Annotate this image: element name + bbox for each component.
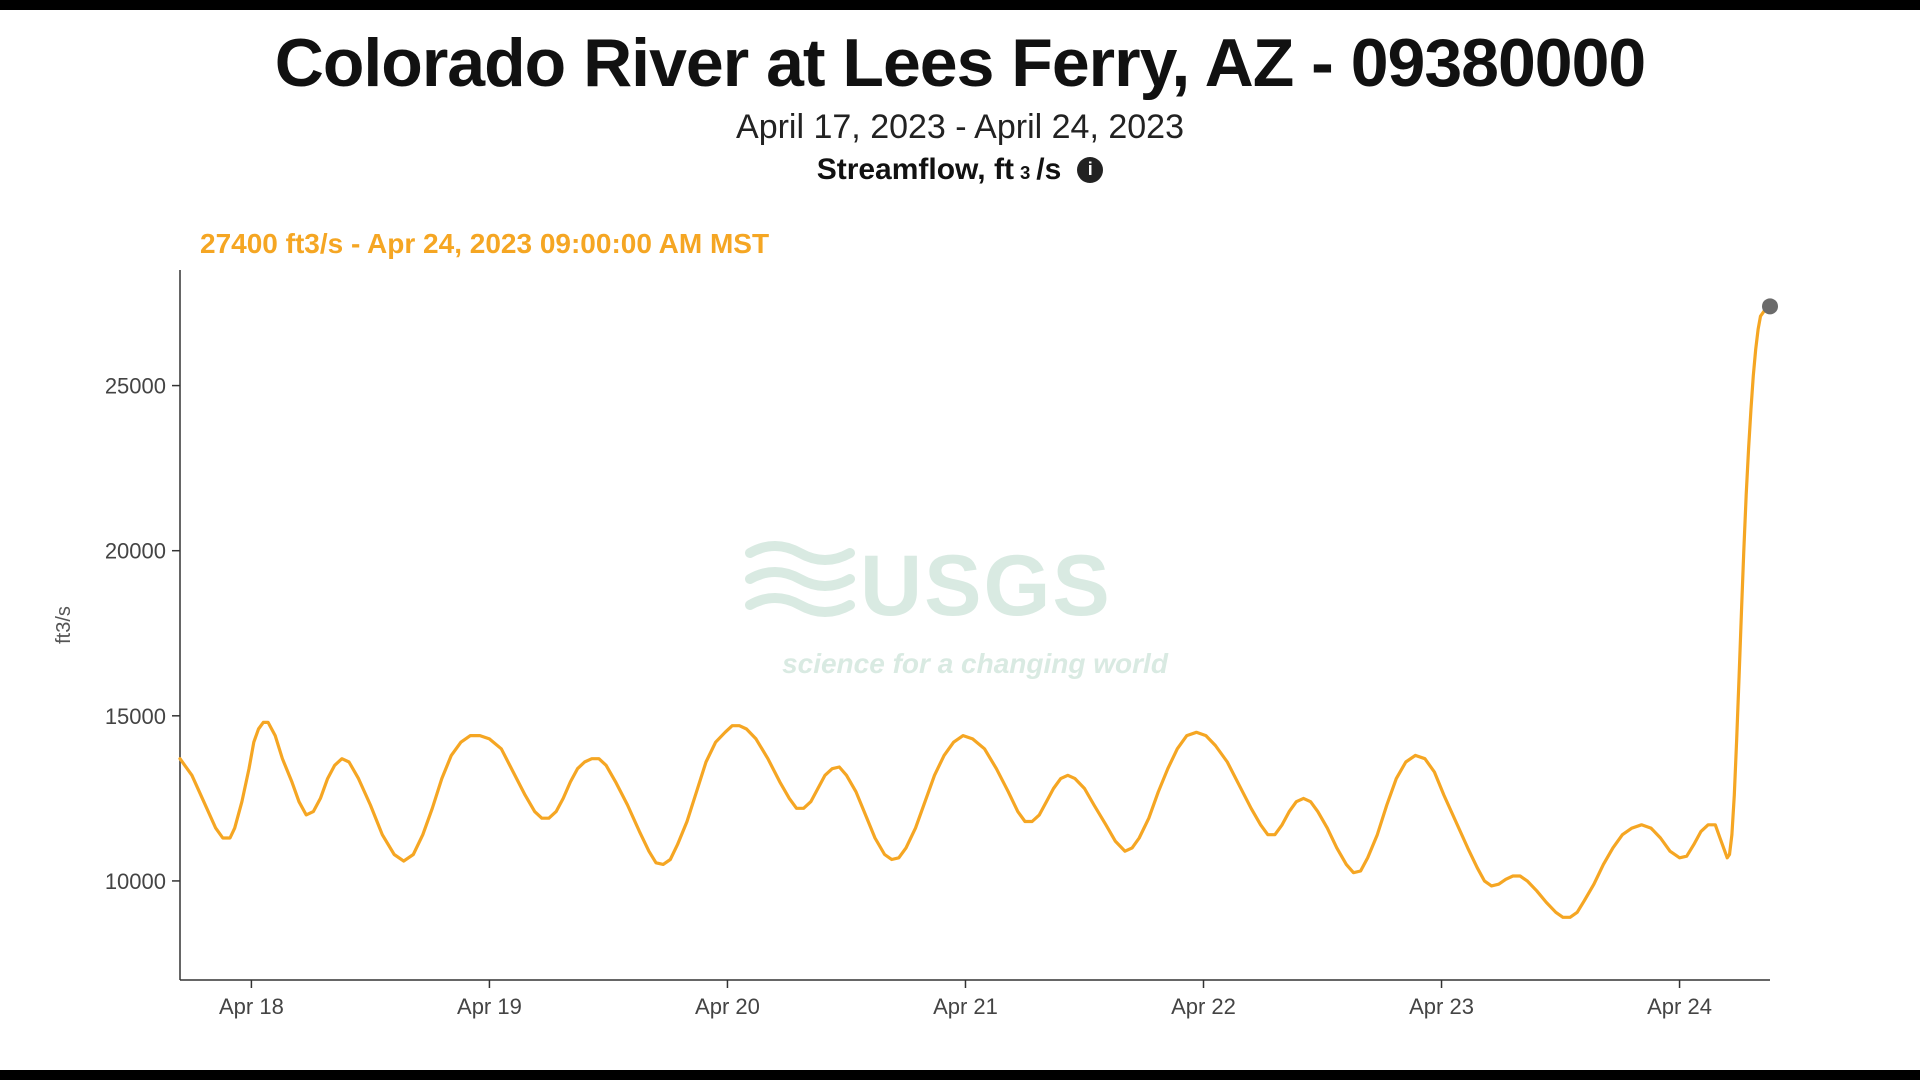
y-tick-label: 10000 xyxy=(105,869,166,894)
y-tick-label: 20000 xyxy=(105,539,166,564)
watermark-main: USGS xyxy=(860,538,1112,634)
x-tick-label: Apr 19 xyxy=(457,994,522,1019)
metric-prefix: Streamflow, ft xyxy=(817,153,1014,187)
x-tick-label: Apr 24 xyxy=(1647,994,1712,1019)
line-chart-svg: USGS science for a changing world 10000 150… xyxy=(30,260,1880,1050)
x-tick-label: Apr 23 xyxy=(1409,994,1474,1019)
x-tick-label: Apr 22 xyxy=(1171,994,1236,1019)
y-tick-label: 15000 xyxy=(105,704,166,729)
x-tick-label: Apr 21 xyxy=(933,994,998,1019)
latest-point-marker xyxy=(1762,298,1778,314)
metric-suffix: /s xyxy=(1036,153,1061,187)
y-tick-label: 25000 xyxy=(105,374,166,399)
main-title: Colorado River at Lees Ferry, AZ - 09380… xyxy=(0,24,1920,102)
x-tick-label: Apr 18 xyxy=(219,994,284,1019)
watermark-wave-icon xyxy=(750,598,850,612)
chart-area: USGS science for a changing world 10000 150… xyxy=(30,260,1880,1050)
x-tick-label: Apr 20 xyxy=(695,994,760,1019)
info-icon[interactable]: i xyxy=(1077,157,1103,183)
metric-super: 3 xyxy=(1020,162,1030,184)
metric-label: Streamflow, ft 3/s i xyxy=(817,153,1104,187)
watermark-wave-icon xyxy=(750,546,850,560)
watermark-wave-icon xyxy=(750,572,850,586)
watermark-sub: science for a changing world xyxy=(782,648,1169,679)
titles-block: Colorado River at Lees Ferry, AZ - 09380… xyxy=(0,10,1920,187)
date-range: April 17, 2023 - April 24, 2023 xyxy=(0,108,1920,147)
y-axis-title: ft3/s xyxy=(53,606,75,644)
chart-frame: Colorado River at Lees Ferry, AZ - 09380… xyxy=(0,10,1920,1070)
current-reading-label: 27400 ft3/s - Apr 24, 2023 09:00:00 AM M… xyxy=(200,228,769,260)
